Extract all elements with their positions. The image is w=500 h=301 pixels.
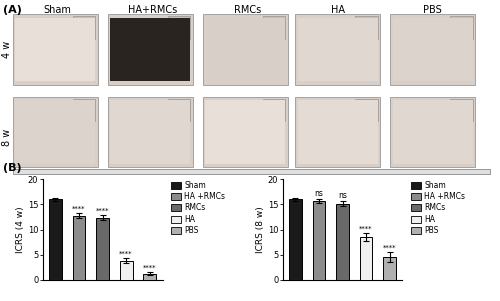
FancyBboxPatch shape: [12, 169, 490, 174]
Text: ****: ****: [72, 206, 86, 212]
FancyBboxPatch shape: [298, 100, 378, 164]
FancyBboxPatch shape: [108, 97, 192, 167]
FancyBboxPatch shape: [392, 17, 472, 81]
FancyBboxPatch shape: [202, 14, 288, 85]
FancyBboxPatch shape: [262, 99, 285, 122]
FancyBboxPatch shape: [298, 17, 378, 81]
FancyBboxPatch shape: [355, 16, 378, 39]
FancyBboxPatch shape: [12, 14, 98, 85]
FancyBboxPatch shape: [205, 100, 285, 164]
Bar: [360, 237, 372, 280]
Bar: [312, 201, 326, 280]
Bar: [120, 261, 132, 280]
Bar: [289, 199, 302, 280]
FancyBboxPatch shape: [390, 97, 475, 167]
FancyBboxPatch shape: [15, 100, 95, 164]
Text: ****: ****: [360, 226, 373, 232]
Text: HA+RMCs: HA+RMCs: [128, 5, 177, 15]
Bar: [96, 218, 109, 280]
Text: ns: ns: [314, 189, 324, 198]
Text: RMCs: RMCs: [234, 5, 261, 15]
Bar: [143, 274, 156, 280]
FancyBboxPatch shape: [295, 14, 380, 85]
FancyBboxPatch shape: [390, 14, 475, 85]
Text: ****: ****: [96, 208, 109, 214]
Bar: [336, 204, 349, 280]
Legend: Sham, HA +RMCs, RMCs, HA, PBS: Sham, HA +RMCs, RMCs, HA, PBS: [171, 181, 225, 235]
Text: HA: HA: [330, 5, 344, 15]
Text: ****: ****: [143, 265, 156, 271]
FancyBboxPatch shape: [295, 97, 380, 167]
Bar: [72, 216, 86, 280]
Text: 4 w: 4 w: [2, 41, 12, 58]
Y-axis label: ICRS (4 w): ICRS (4 w): [16, 206, 25, 253]
FancyBboxPatch shape: [72, 99, 95, 122]
FancyBboxPatch shape: [392, 100, 472, 164]
FancyBboxPatch shape: [355, 99, 378, 122]
Text: 8 w: 8 w: [2, 129, 12, 146]
FancyBboxPatch shape: [450, 99, 472, 122]
Text: ****: ****: [120, 251, 133, 257]
Bar: [383, 257, 396, 280]
FancyBboxPatch shape: [110, 17, 190, 81]
Text: ****: ****: [383, 245, 396, 251]
Text: (B): (B): [2, 163, 21, 173]
FancyBboxPatch shape: [168, 99, 190, 122]
FancyBboxPatch shape: [108, 14, 192, 85]
FancyBboxPatch shape: [15, 17, 95, 81]
FancyBboxPatch shape: [262, 16, 285, 39]
Text: Sham: Sham: [44, 5, 72, 15]
Bar: [49, 199, 62, 280]
Y-axis label: ICRS (8 w): ICRS (8 w): [256, 206, 265, 253]
FancyBboxPatch shape: [205, 17, 285, 81]
Text: (A): (A): [2, 5, 22, 15]
FancyBboxPatch shape: [202, 97, 288, 167]
FancyBboxPatch shape: [12, 97, 98, 167]
FancyBboxPatch shape: [168, 16, 190, 39]
Text: ns: ns: [338, 191, 347, 200]
Legend: Sham, HA +RMCs, RMCs, HA, PBS: Sham, HA +RMCs, RMCs, HA, PBS: [411, 181, 465, 235]
FancyBboxPatch shape: [110, 100, 190, 164]
FancyBboxPatch shape: [72, 16, 95, 39]
FancyBboxPatch shape: [450, 16, 472, 39]
Text: PBS: PBS: [423, 5, 442, 15]
